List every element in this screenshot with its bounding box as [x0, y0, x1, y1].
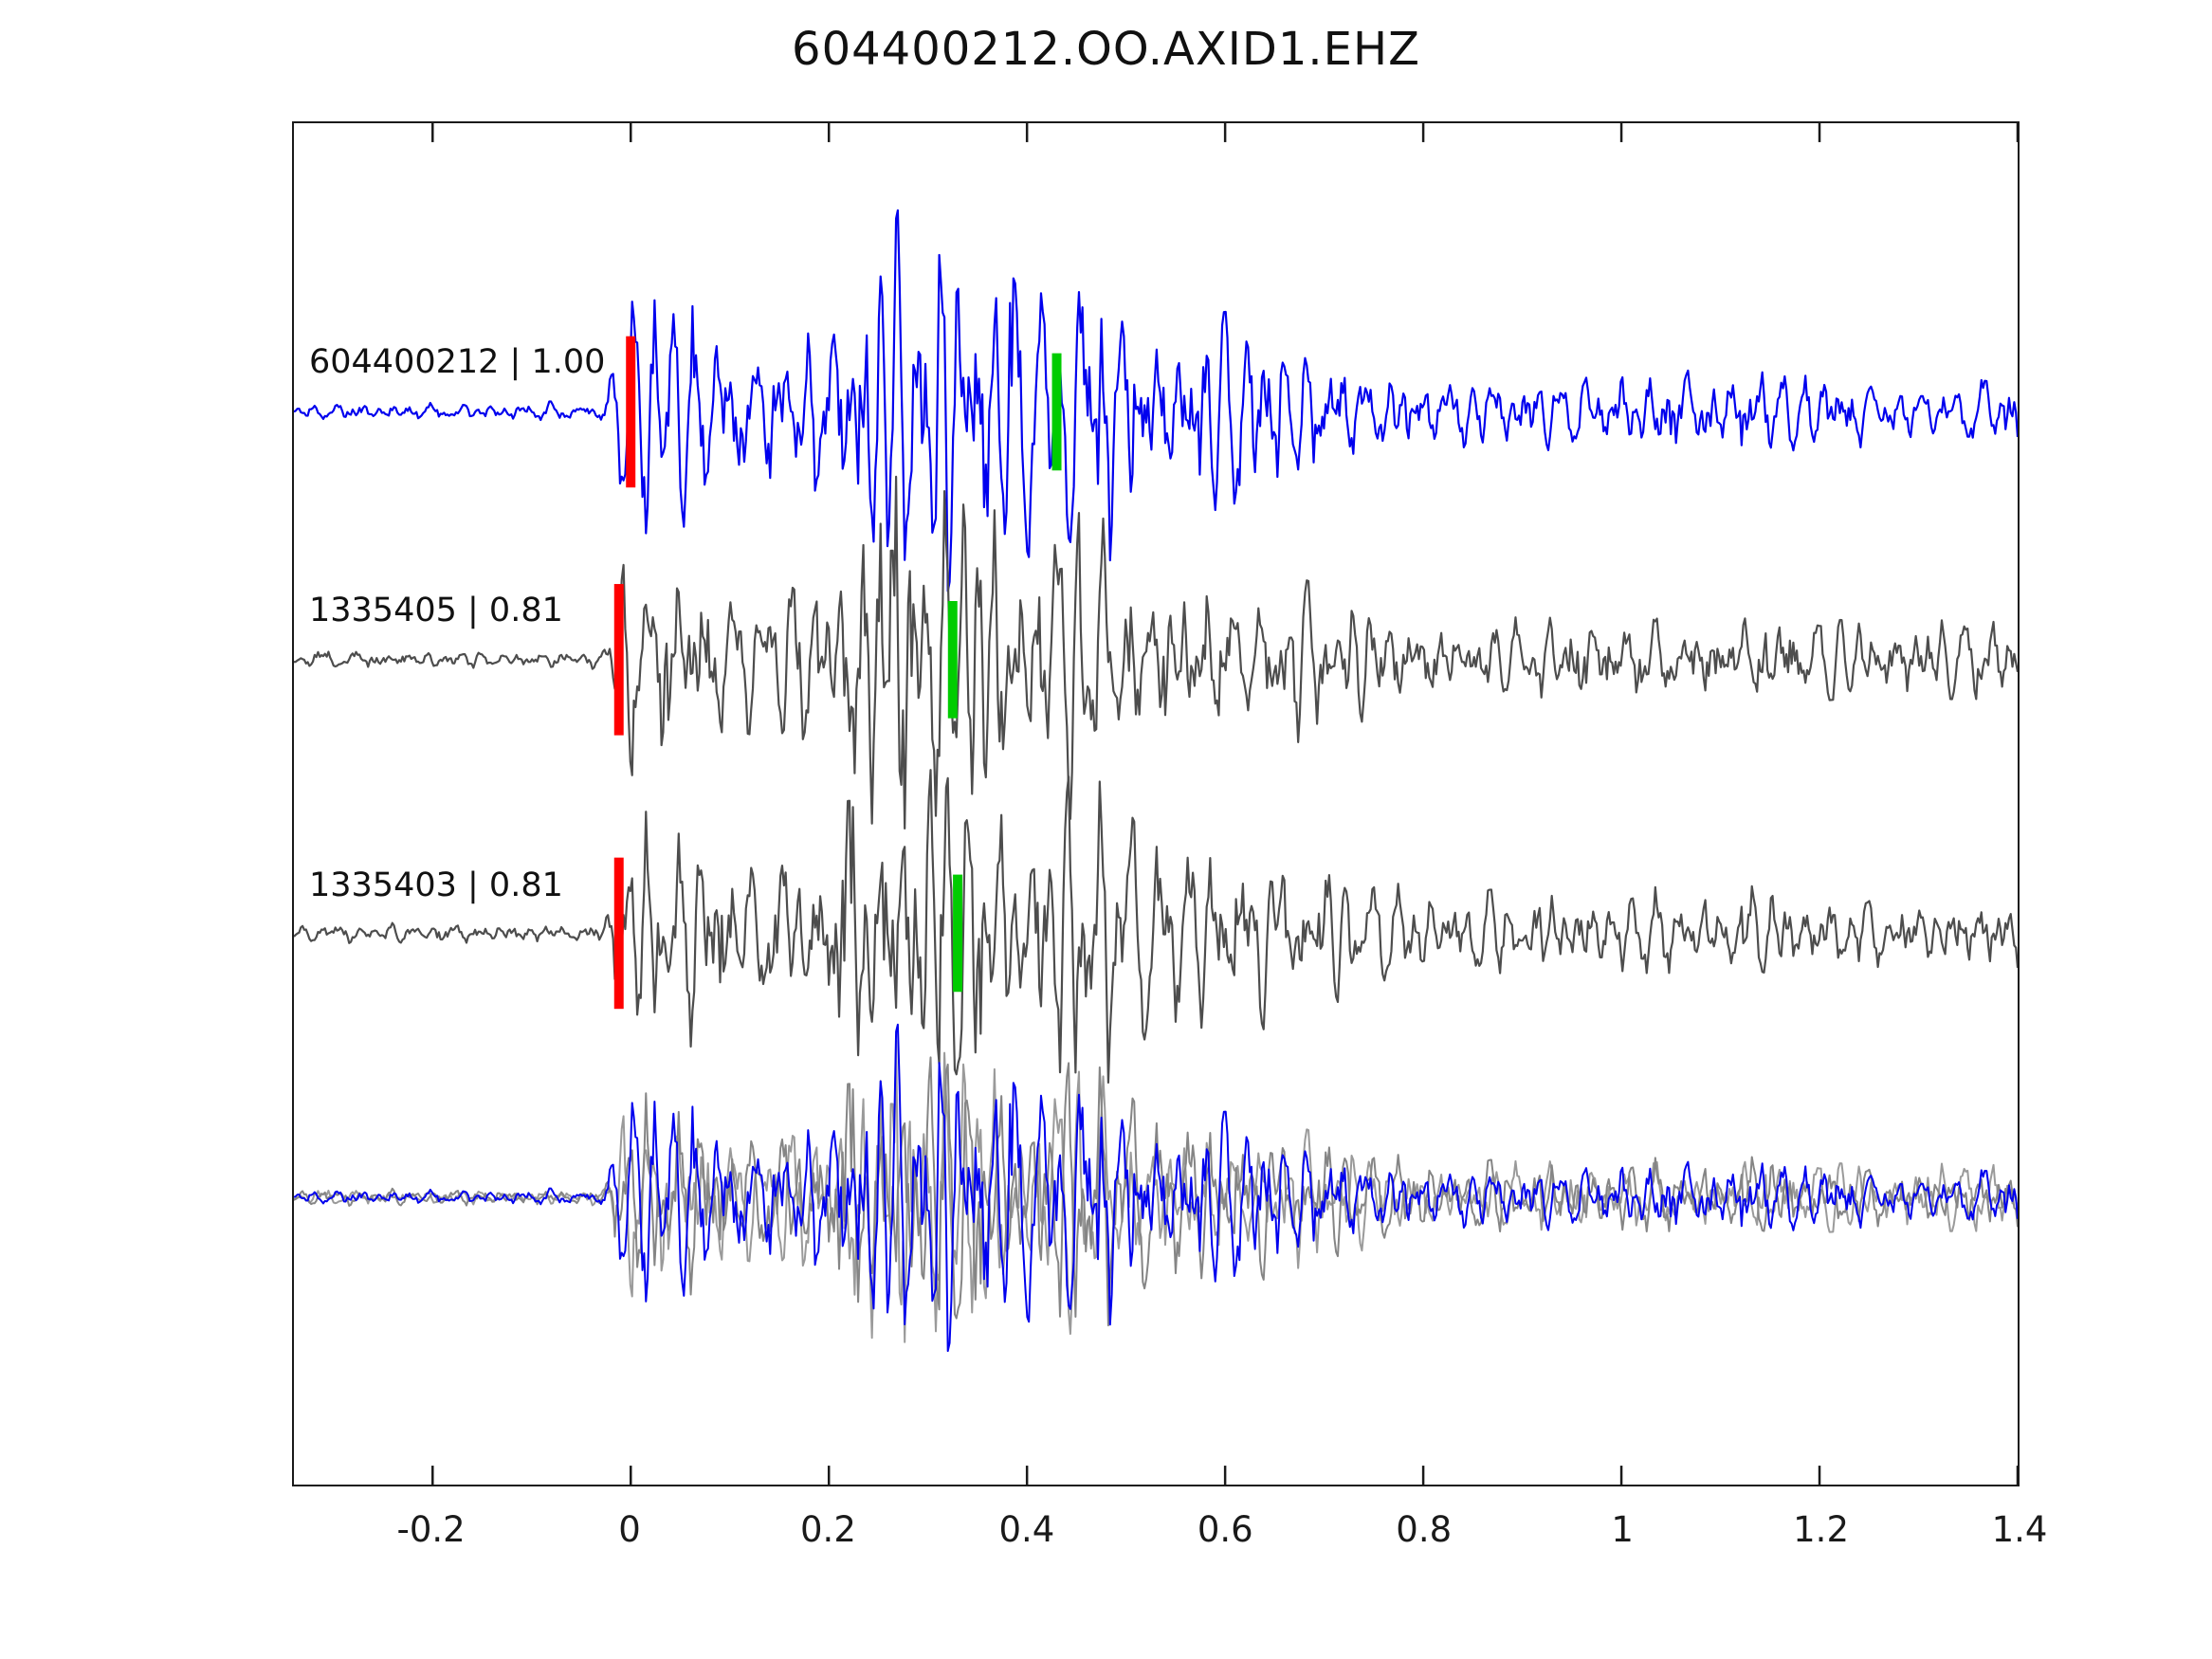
- pick-marker-green-1335405: [947, 600, 958, 719]
- waveform-trace-604400212: [294, 209, 2018, 592]
- x-tick-label: 1.2: [1793, 1509, 1849, 1550]
- trace-label-detection-1: 1335405 | 0.81: [309, 592, 563, 629]
- pick-marker-red-604400212: [626, 336, 636, 488]
- pick-marker-red-1335405: [613, 584, 624, 736]
- waveform-canvas: [294, 123, 2018, 1485]
- waveform-trace-1335403: [294, 769, 2018, 1085]
- x-tick-label: 0.6: [1197, 1509, 1253, 1550]
- x-tick-label: 0.2: [800, 1509, 856, 1550]
- x-tick-label: -0.2: [396, 1509, 466, 1550]
- pick-marker-green-604400212: [1051, 353, 1062, 471]
- x-tick-label: 0.4: [998, 1509, 1055, 1550]
- pick-marker-green-1335403: [953, 874, 963, 993]
- x-tick-label: 1.4: [1991, 1509, 2048, 1550]
- overlay-trace-2: [294, 1023, 2018, 1353]
- x-tick-label: 1: [1611, 1509, 1634, 1550]
- trace-label-template: 604400212 | 1.00: [309, 343, 606, 381]
- x-tick-label: 0.8: [1396, 1509, 1453, 1550]
- plot-area: 604400212 | 1.00 1335405 | 0.81 1335403 …: [292, 121, 2020, 1486]
- waveform-trace-1335405: [294, 475, 2018, 830]
- x-tick-label: 0: [618, 1509, 641, 1550]
- chart-title: 604400212.OO.AXID1.EHZ: [792, 23, 1420, 76]
- trace-label-detection-2: 1335403 | 0.81: [309, 866, 563, 904]
- pick-marker-red-1335403: [613, 857, 624, 1010]
